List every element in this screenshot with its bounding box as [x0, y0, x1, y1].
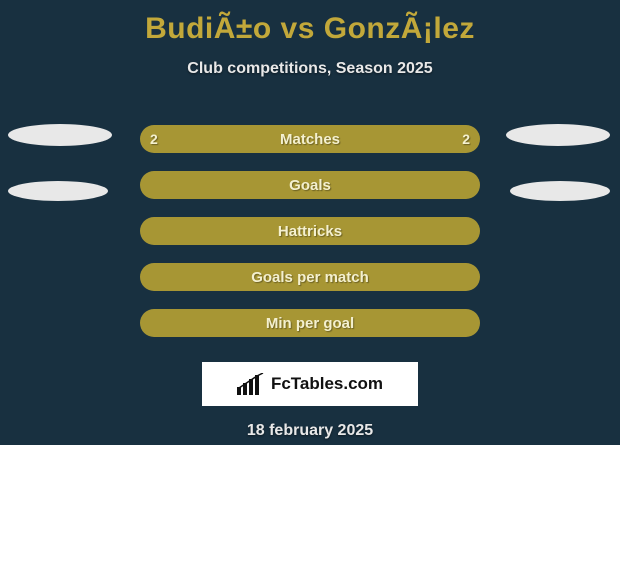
left-ellipse-goals: [8, 181, 108, 201]
stat-row-goals_per_match: Goals per match: [0, 254, 620, 300]
stat-row-min_per_goal: Min per goal: [0, 300, 620, 346]
stat-bar-goals: Goals: [140, 171, 480, 199]
stat-left-value-matches: 2: [150, 131, 158, 147]
stat-right-value-matches: 2: [462, 131, 470, 147]
stat-label-min_per_goal: Min per goal: [266, 315, 354, 332]
stat-bar-hattricks: Hattricks: [140, 217, 480, 245]
stat-row-goals: Goals: [0, 162, 620, 208]
stat-label-goals: Goals: [289, 177, 331, 194]
stats-rows: Matches 2 2 Goals Hattricks Goals per match Mi…: [0, 116, 620, 346]
stat-bar-min_per_goal: Min per goal: [140, 309, 480, 337]
stat-row-hattricks: Hattricks: [0, 208, 620, 254]
stat-label-matches: Matches: [280, 131, 340, 148]
logo-box: FcTables.com: [202, 362, 418, 406]
stat-label-goals_per_match: Goals per match: [251, 269, 369, 286]
right-ellipse-goals: [510, 181, 610, 201]
logo-bars-icon: [237, 373, 265, 395]
card-title: BudiÃ±o vs GonzÃ¡lez: [0, 0, 620, 46]
left-ellipse-matches: [8, 124, 112, 146]
stat-row-matches: Matches 2 2: [0, 116, 620, 162]
card-subtitle: Club competitions, Season 2025: [0, 60, 620, 78]
logo-text: FcTables.com: [271, 374, 383, 394]
stat-bar-goals_per_match: Goals per match: [140, 263, 480, 291]
right-ellipse-matches: [506, 124, 610, 146]
stat-label-hattricks: Hattricks: [278, 223, 342, 240]
footer-date: 18 february 2025: [0, 422, 620, 440]
stat-bar-matches: Matches 2 2: [140, 125, 480, 153]
comparison-card: BudiÃ±o vs GonzÃ¡lez Club competitions, …: [0, 0, 620, 445]
